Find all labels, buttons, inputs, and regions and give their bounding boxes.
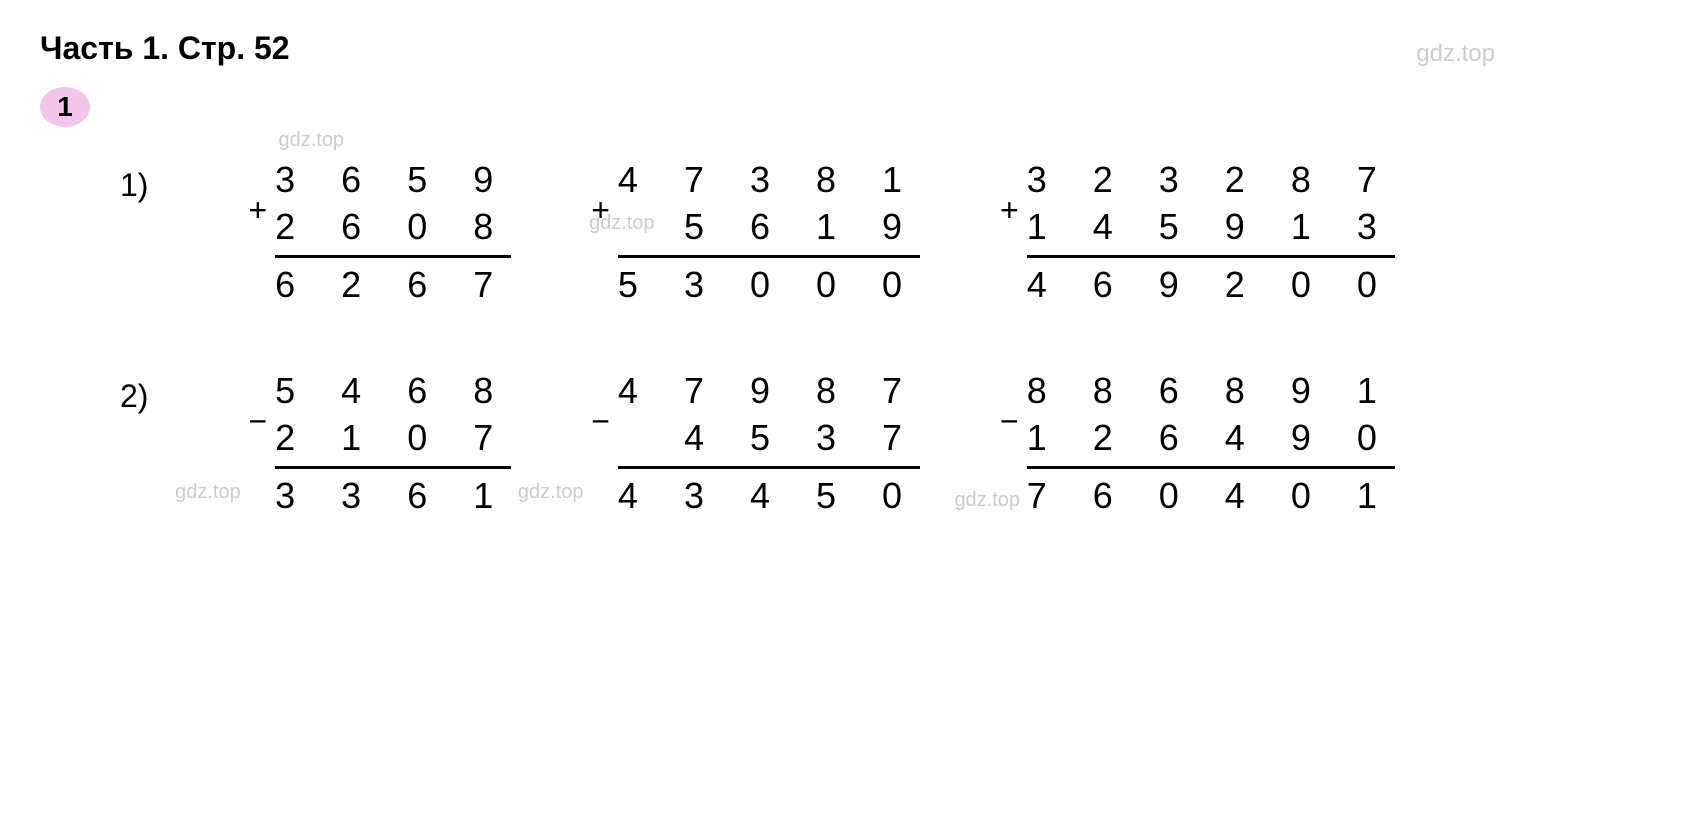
divider	[275, 466, 511, 469]
operand-1: 3 6 5 9	[275, 157, 511, 204]
calculation-sub3: − 8 8 6 8 9 1 1 2 6 4 9 0 7 6 0 4 0 1	[1000, 368, 1395, 519]
watermark-top: gdz.top	[1416, 40, 1495, 68]
divider	[1027, 466, 1395, 469]
operator: −	[1000, 403, 1019, 440]
watermark: gdz.top	[589, 212, 655, 235]
page-header: Часть 1. Стр. 52	[40, 30, 1655, 67]
operand-2: 2 1 0 7	[275, 415, 511, 462]
problems-container: 1) gdz.top + 3 6 5 9 2 6 0 8 6 2 6 7 + 4…	[40, 157, 1655, 520]
result: 3 3 6 1	[275, 473, 511, 520]
calculation-sub1: − 5 4 6 8 2 1 0 7 gdz.top 3 3 6 1	[248, 368, 511, 519]
operator: +	[248, 192, 267, 229]
operand-2: 5 6 1 9	[684, 204, 920, 251]
operand-1: 8 8 6 8 9 1	[1027, 368, 1395, 415]
operand-2: 1 2 6 4 9 0	[1027, 415, 1395, 462]
operator: +	[1000, 192, 1019, 229]
operand-2: 1 4 5 9 1 3	[1027, 204, 1395, 251]
sub-label-1: 1)	[120, 167, 148, 204]
operand-1: 5 4 6 8	[275, 368, 511, 415]
operand-2: 4 5 3 7	[684, 415, 920, 462]
result: 5 3 0 0 0	[618, 262, 920, 309]
calculation-add1: gdz.top + 3 6 5 9 2 6 0 8 6 2 6 7	[248, 157, 511, 308]
problem-row-2: 2) − 5 4 6 8 2 1 0 7 gdz.top 3 3 6 1 −	[120, 368, 1655, 519]
problem-badge: 1	[40, 87, 90, 127]
divider	[618, 466, 920, 469]
calculation-add2: + 4 7 3 8 1 gdz.top 5 6 1 9 5 3 0 0 0	[591, 157, 920, 308]
operator: −	[591, 403, 610, 440]
result: 6 2 6 7	[275, 262, 511, 309]
watermark: gdz.top	[518, 481, 584, 504]
divider	[1027, 255, 1395, 258]
operand-1: 4 7 9 8 7	[618, 368, 920, 415]
result: 4 6 9 2 0 0	[1027, 262, 1395, 309]
operand-2: 2 6 0 8	[275, 204, 511, 251]
operand-1: 3 2 3 2 8 7	[1027, 157, 1395, 204]
result: 4 3 4 5 0	[618, 473, 920, 520]
operator: −	[248, 403, 267, 440]
result: 7 6 0 4 0 1	[1027, 473, 1395, 520]
operand-1: 4 7 3 8 1	[618, 157, 920, 204]
sub-label-2: 2)	[120, 378, 148, 415]
watermark: gdz.top	[175, 481, 241, 504]
problem-row-1: 1) gdz.top + 3 6 5 9 2 6 0 8 6 2 6 7 + 4…	[120, 157, 1655, 308]
divider	[618, 255, 920, 258]
calculation-add3: + 3 2 3 2 8 7 1 4 5 9 1 3 4 6 9 2 0 0	[1000, 157, 1395, 308]
calculation-sub2: − 4 7 9 8 7 4 5 3 7 gdz.top 4 3 4 5 0 gd…	[591, 368, 920, 519]
divider	[275, 255, 511, 258]
watermark: gdz.top	[278, 129, 344, 152]
